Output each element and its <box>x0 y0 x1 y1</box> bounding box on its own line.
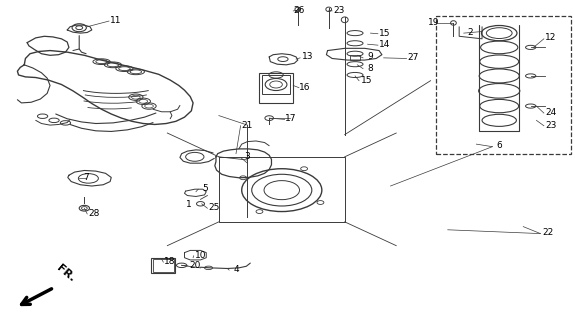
Text: 3: 3 <box>244 152 250 161</box>
Text: FR.: FR. <box>55 263 77 284</box>
Text: 14: 14 <box>379 40 390 49</box>
Text: 25: 25 <box>209 203 220 212</box>
Text: 9: 9 <box>367 52 373 61</box>
Text: 8: 8 <box>367 63 373 73</box>
Text: 11: 11 <box>110 16 121 25</box>
Bar <box>153 259 174 272</box>
Bar <box>151 258 175 273</box>
Text: 20: 20 <box>189 261 201 270</box>
Text: 12: 12 <box>545 33 557 42</box>
Bar <box>350 55 359 60</box>
Text: 24: 24 <box>545 108 557 117</box>
Text: 26: 26 <box>293 6 305 15</box>
Text: 15: 15 <box>361 76 372 84</box>
Text: 2: 2 <box>468 28 473 37</box>
Text: 22: 22 <box>542 228 554 237</box>
Text: 5: 5 <box>202 184 208 193</box>
Bar <box>262 75 290 94</box>
Text: 17: 17 <box>285 114 296 123</box>
Text: 10: 10 <box>195 251 206 260</box>
Text: 23: 23 <box>334 6 344 15</box>
Text: 23: 23 <box>545 121 557 130</box>
Text: 13: 13 <box>302 52 313 61</box>
Text: 7: 7 <box>83 173 89 182</box>
Bar <box>259 73 293 103</box>
Text: 28: 28 <box>89 209 100 218</box>
Text: 19: 19 <box>428 18 439 27</box>
Text: 16: 16 <box>299 83 310 92</box>
Text: 18: 18 <box>164 257 176 266</box>
Text: 21: 21 <box>242 121 253 130</box>
Text: 6: 6 <box>496 141 502 150</box>
Bar <box>436 16 571 154</box>
Text: 4: 4 <box>233 265 239 274</box>
Text: 1: 1 <box>186 200 192 209</box>
Text: 27: 27 <box>408 53 419 62</box>
Text: 15: 15 <box>379 28 390 38</box>
